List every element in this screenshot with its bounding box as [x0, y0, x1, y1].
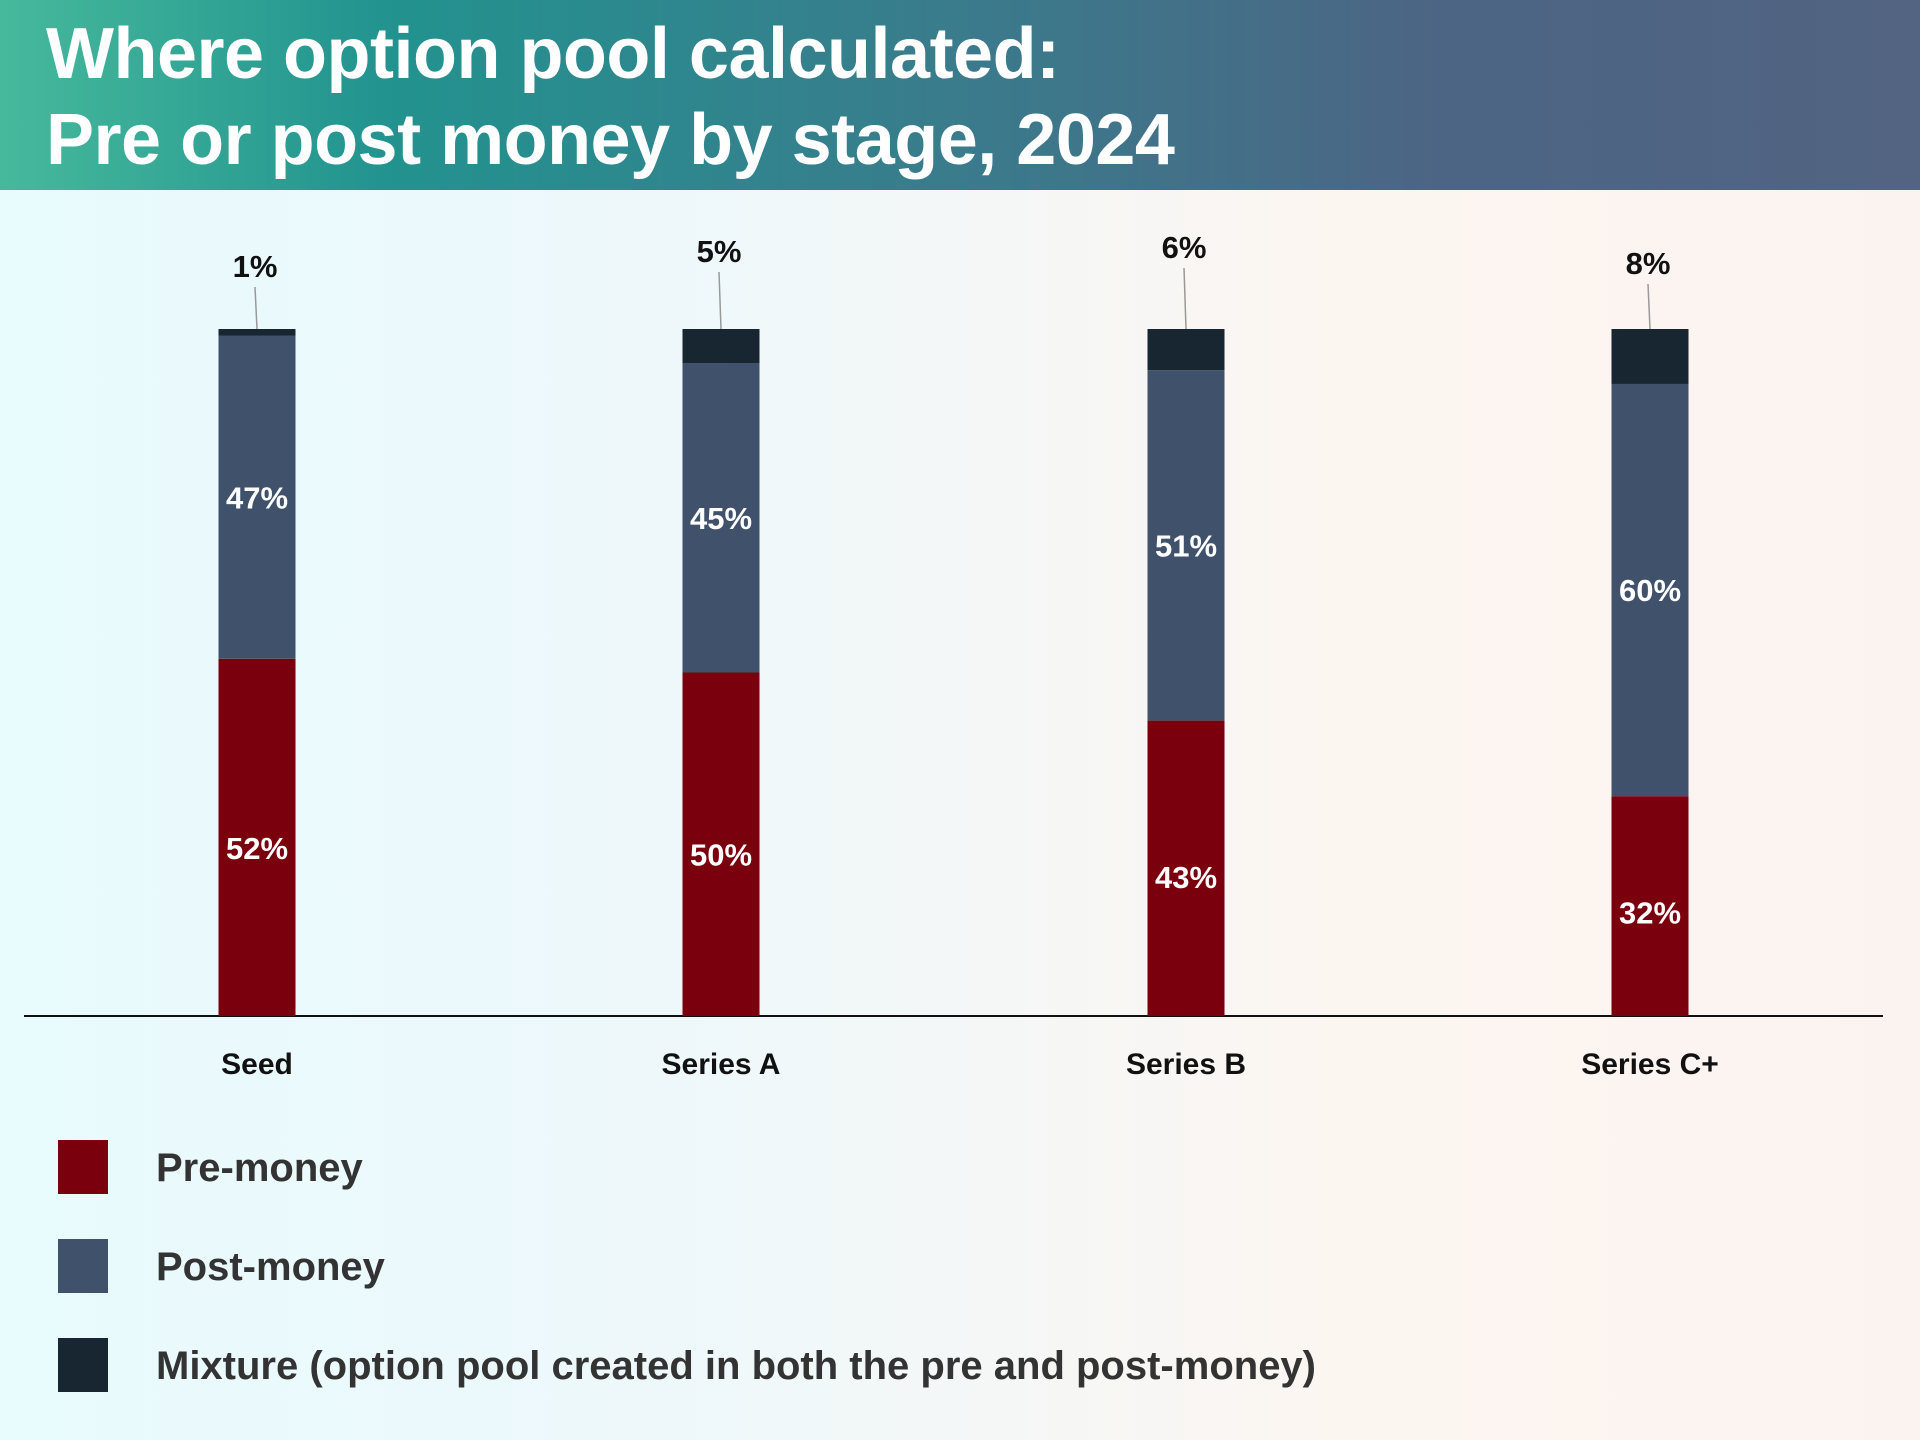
- bar-pre-money-series-a: [682, 672, 760, 1016]
- data-label-pre-money: 50%: [690, 838, 752, 873]
- legend-label: Post-money: [156, 1245, 385, 1289]
- bar-pre-money-series-b: [1147, 720, 1225, 1016]
- x-tick-label: Series C+: [1581, 1048, 1719, 1081]
- bar-post-money-series-b: [1147, 370, 1225, 721]
- x-tick-label: Seed: [221, 1048, 293, 1081]
- data-label-mixture: 6%: [1162, 230, 1207, 265]
- data-label-pre-money: 52%: [226, 831, 288, 866]
- data-label-mixture: 8%: [1626, 246, 1671, 281]
- legend-swatch-post-money: [58, 1239, 108, 1293]
- header-banner: Where option pool calculated: Pre or pos…: [0, 0, 1920, 190]
- data-label-mixture: 5%: [697, 234, 742, 269]
- chart-title-line-2: Pre or post money by stage, 2024: [46, 100, 1175, 180]
- legend-swatch-pre-money: [58, 1140, 108, 1194]
- bar-mixture-option-pool-created-in-both-the-pre-and-post-money-series-a: [682, 329, 760, 364]
- legend-label: Pre-money: [156, 1146, 363, 1190]
- data-label-mixture: 1%: [233, 249, 278, 284]
- bar-mixture-option-pool-created-in-both-the-pre-and-post-money-seed: [218, 329, 296, 336]
- chart-title-line-1: Where option pool calculated:: [46, 14, 1060, 94]
- x-tick-label: Series B: [1126, 1048, 1246, 1081]
- data-label-post-money: 51%: [1155, 528, 1217, 563]
- bar-pre-money-seed: [218, 658, 296, 1016]
- data-label-post-money: 47%: [226, 480, 288, 515]
- leader-line: [718, 271, 722, 330]
- bar-mixture-option-pool-created-in-both-the-pre-and-post-money-series-b: [1147, 329, 1225, 371]
- data-label-post-money: 45%: [690, 501, 752, 536]
- bar-pre-money-series-c: [1611, 796, 1689, 1016]
- bar-post-money-series-c: [1611, 383, 1689, 797]
- data-label-pre-money: 43%: [1155, 860, 1217, 895]
- bar-mixture-option-pool-created-in-both-the-pre-and-post-money-series-c: [1611, 329, 1689, 384]
- bar-post-money-series-a: [682, 363, 760, 673]
- legend-swatch-mixture: [58, 1338, 108, 1392]
- data-label-post-money: 60%: [1619, 573, 1681, 608]
- leader-line: [254, 286, 258, 330]
- leader-line: [1183, 267, 1187, 330]
- legend-label: Mixture (option pool created in both the…: [156, 1344, 1316, 1388]
- data-label-pre-money: 32%: [1619, 896, 1681, 931]
- x-tick-label: Series A: [662, 1048, 781, 1081]
- leader-line: [1647, 283, 1651, 330]
- bar-post-money-seed: [218, 335, 296, 659]
